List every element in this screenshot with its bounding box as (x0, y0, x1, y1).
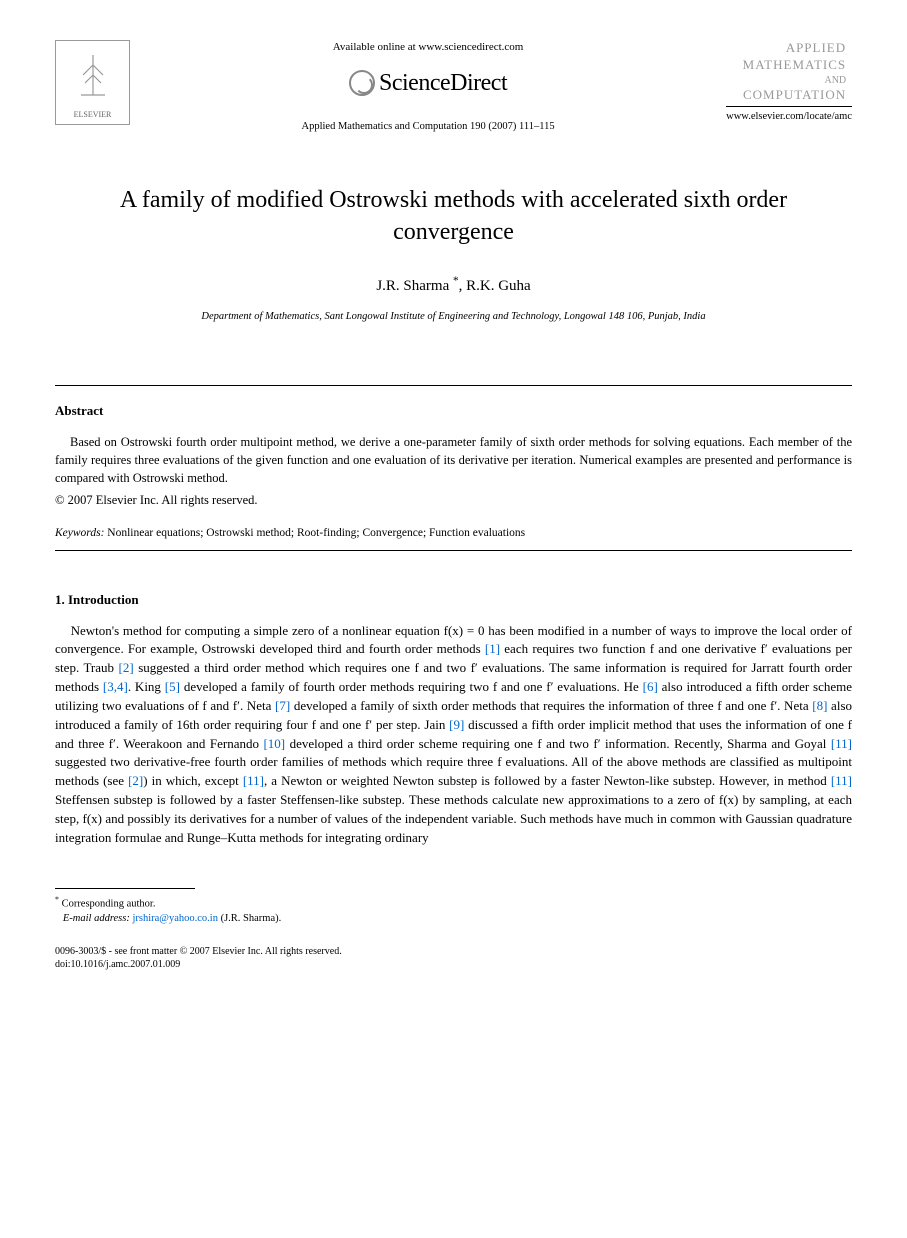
ref-link-2b[interactable]: [2] (128, 773, 143, 788)
doi-line: doi:10.1016/j.amc.2007.01.009 (55, 958, 852, 972)
introduction-paragraph: Newton's method for computing a simple z… (55, 622, 852, 848)
keywords-text: Nonlinear equations; Ostrowski method; R… (104, 527, 525, 539)
authors: J.R. Sharma *, R.K. Guha (55, 273, 852, 298)
abstract-top-rule (55, 385, 852, 386)
abstract-bottom-rule (55, 550, 852, 551)
sciencedirect-text: ScienceDirect (379, 66, 507, 101)
ref-link-8[interactable]: [8] (812, 698, 827, 713)
ref-link-3-4[interactable]: [3,4] (103, 679, 128, 694)
keywords-label: Keywords: (55, 527, 104, 539)
introduction-heading: 1. Introduction (55, 591, 852, 610)
text-fragment: Steffensen substep is followed by a fast… (55, 792, 852, 845)
article-title: A family of modified Ostrowski methods w… (85, 184, 822, 249)
elsevier-label: ELSEVIER (74, 109, 112, 121)
sciencedirect-swirl-icon (349, 70, 375, 96)
ref-link-11[interactable]: [11] (831, 736, 852, 751)
ref-link-2[interactable]: [2] (119, 660, 134, 675)
abstract-heading: Abstract (55, 402, 852, 421)
abstract-text: Based on Ostrowski fourth order multipoi… (55, 433, 852, 487)
text-fragment: . King (128, 679, 165, 694)
front-matter-line: 0096-3003/$ - see front matter © 2007 El… (55, 945, 852, 959)
affiliation: Department of Mathematics, Sant Longowal… (55, 309, 852, 324)
journal-logo: APPLIED MATHEMATICS AND COMPUTATION (726, 40, 846, 104)
author-email-link[interactable]: jrshira@yahoo.co.in (132, 913, 217, 924)
journal-logo-line3: AND (726, 74, 846, 87)
ref-link-5[interactable]: [5] (165, 679, 180, 694)
ref-link-6[interactable]: [6] (643, 679, 658, 694)
journal-reference: Applied Mathematics and Computation 190 … (145, 119, 711, 134)
sciencedirect-logo: ScienceDirect (349, 66, 507, 101)
elsevier-logo: ELSEVIER (55, 40, 130, 125)
keywords: Keywords: Nonlinear equations; Ostrowski… (55, 525, 852, 542)
email-tail: (J.R. Sharma). (218, 913, 281, 924)
corresponding-label: Corresponding author. (62, 898, 156, 909)
center-header: Available online at www.sciencedirect.co… (130, 40, 726, 134)
journal-logo-line1: APPLIED (726, 40, 846, 57)
journal-logo-block: APPLIED MATHEMATICS AND COMPUTATION www.… (726, 40, 852, 124)
elsevier-tree-icon (73, 41, 113, 109)
text-fragment: , a Newton or weighted Newton substep is… (264, 773, 831, 788)
header: ELSEVIER Available online at www.science… (55, 40, 852, 134)
ref-link-11b[interactable]: [11] (243, 773, 264, 788)
ref-link-9[interactable]: [9] (449, 717, 464, 732)
ref-link-11c[interactable]: [11] (831, 773, 852, 788)
text-fragment: developed a family of sixth order method… (290, 698, 812, 713)
copyright-line: © 2007 Elsevier Inc. All rights reserved… (55, 491, 852, 509)
footer-meta: 0096-3003/$ - see front matter © 2007 El… (55, 945, 852, 972)
text-fragment: developed a third order scheme requiring… (285, 736, 831, 751)
journal-logo-line2: MATHEMATICS (726, 57, 846, 74)
footnote-separator (55, 888, 195, 889)
ref-link-1[interactable]: [1] (485, 641, 500, 656)
page: ELSEVIER Available online at www.science… (0, 0, 907, 1002)
corresponding-author-footnote: * Corresponding author. E-mail address: … (55, 894, 852, 927)
email-label: E-mail address: (63, 913, 130, 924)
available-online-text: Available online at www.sciencedirect.co… (145, 40, 711, 56)
journal-logo-line4: COMPUTATION (726, 87, 846, 104)
text-fragment: developed a family of fourth order metho… (180, 679, 643, 694)
ref-link-7[interactable]: [7] (275, 698, 290, 713)
text-fragment: ) in which, except (143, 773, 243, 788)
header-rule (726, 106, 852, 107)
ref-link-10[interactable]: [10] (263, 736, 285, 751)
locate-url[interactable]: www.elsevier.com/locate/amc (726, 109, 852, 124)
